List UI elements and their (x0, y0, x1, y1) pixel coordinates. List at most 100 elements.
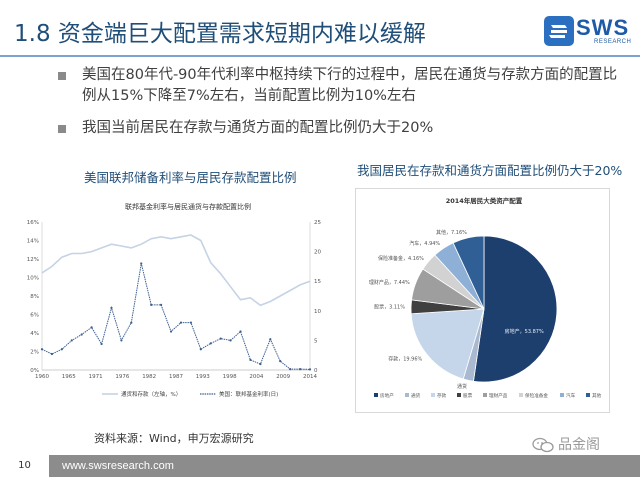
fed-rate-point (179, 321, 183, 324)
title-divider (0, 55, 640, 57)
footer-bar: 10 www.swsresearch.com (0, 455, 640, 477)
y-left-tick-label: 2% (30, 350, 39, 356)
fed-rate-point (209, 342, 212, 345)
legend-label: 通货 (411, 392, 421, 399)
pie-chart: 2014年居民大类资产配置房地产，53.87% 通货 存款，19.96% 股票，3.1… (355, 188, 610, 413)
y-left-tick-label: 12% (27, 257, 39, 263)
bullet-text: 美国在80年代-90年代利率中枢持续下行的过程中，居民在通货与存款方面的配置比例… (82, 67, 618, 104)
pie-slice-label: 存款，19.96% (388, 355, 422, 362)
legend-label-fed: 美国：联邦基金利率(日) (219, 390, 278, 398)
bullet-marker-icon (58, 72, 66, 80)
legend-swatch (586, 393, 590, 397)
series-deposit-line (41, 234, 311, 307)
wechat-icon (532, 437, 554, 453)
fed-rate-point (60, 348, 63, 351)
left-chart-subhead: 美国联邦储备利率与居民存款配置比例 (84, 170, 297, 185)
pie-slice (410, 308, 485, 380)
fed-rate-point (308, 368, 312, 371)
fed-rate-point (249, 358, 252, 362)
line-chart-svg: 联邦基金利率与居民通货与存款配置比例 0% 2% 4% 6% 8% 10% 12% 14% 16%… (27, 202, 322, 398)
fed-rate-point (239, 330, 242, 333)
y-left-tick-label: 0% (30, 368, 39, 374)
bullet-item: 我国当前居民在存款与通货方面的配置比例仍大于20% (52, 118, 622, 139)
y-left-tick-label: 6% (30, 313, 39, 319)
bullet-marker-icon (58, 125, 66, 133)
x-tick-label: 1971 (89, 374, 103, 380)
legend-label: 房地产 (380, 392, 394, 399)
legend-swatch (431, 393, 435, 397)
x-tick-label: 1998 (223, 374, 237, 380)
fed-rate-point (120, 339, 123, 342)
x-tick-label: 1976 (115, 374, 129, 380)
bullet-text: 我国当前居民在存款与通货方面的配置比例仍大于20% (82, 120, 434, 136)
y-right-tick-label: 20 (314, 250, 321, 256)
pie-slice-label: 理财产品，7.44% (369, 279, 410, 286)
legend-label: 股票 (463, 393, 473, 399)
fed-rate-point (40, 348, 44, 351)
pie-slice-label: 其他，7.16% (436, 229, 467, 236)
bullet-list: 美国在80年代-90年代利率中枢持续下行的过程中，居民在通货与存款方面的配置比例… (52, 65, 622, 150)
pie-slice-label: 保险准备金，4.16% (378, 255, 424, 262)
bullet-item: 美国在80年代-90年代利率中枢持续下行的过程中，居民在通货与存款方面的配置比例… (52, 65, 622, 107)
x-tick-label: 1993 (196, 374, 210, 380)
legend-swatch (457, 393, 461, 397)
sws-logo-icon (544, 16, 574, 46)
fed-rate-point (169, 330, 173, 333)
pie-slice-label: 股票，3.11% (374, 305, 405, 311)
source-note: 资料来源：Wind，申万宏源研究 (94, 432, 254, 445)
pie-slice-label: 房地产，53.87% (505, 328, 544, 335)
y-left-tick-label: 14% (27, 239, 39, 245)
pie-slice (452, 235, 485, 310)
fed-rate-point (219, 337, 222, 340)
fed-rate-point (259, 362, 262, 366)
y-left-tick-label: 10% (27, 276, 39, 282)
fed-rate-point (130, 321, 133, 324)
pie-slice (473, 235, 558, 383)
x-tick-label: 1982 (142, 374, 156, 380)
footer-url[interactable]: www.swsresearch.com (62, 460, 174, 472)
legend-label-deposit: 通货和存款（左轴，%） (121, 390, 181, 398)
legend-swatch (519, 393, 523, 397)
sws-logo: SWS RESEARCH (544, 14, 632, 48)
page-number: 10 (0, 455, 52, 477)
legend-label: 存款 (437, 392, 447, 399)
y-left-tick-label: 4% (30, 331, 39, 337)
x-tick-label: 1965 (62, 374, 76, 380)
y-right-tick-label: 25 (314, 220, 321, 226)
logo-subtext: RESEARCH (594, 39, 632, 45)
fed-rate-point (100, 342, 103, 346)
legend-swatch (483, 393, 487, 397)
legend-swatch (374, 393, 378, 397)
pie-slice-label: 汽车，4.94% (409, 240, 440, 247)
fed-rate-point (70, 339, 73, 342)
fed-rate-point (110, 306, 113, 309)
page-title: 1.8 资金端巨大配置需求短期内难以缓解 (14, 21, 426, 47)
x-tick-label: 2009 (276, 374, 290, 380)
legend-label: 理财产品 (489, 392, 508, 399)
fed-rate-point (160, 303, 163, 306)
fed-rate-point (80, 333, 83, 336)
fed-rate-point (298, 368, 302, 371)
fed-rate-point (189, 321, 192, 324)
watermark: 品金阁 (532, 434, 600, 454)
fed-rate-point (289, 368, 292, 371)
y-right-tick-label: 0 (314, 368, 318, 374)
fed-rate-point (269, 338, 272, 341)
y-left-tick-label: 16% (27, 220, 39, 226)
x-tick-label: 2014 (303, 374, 317, 380)
logo-text: SWS (576, 15, 630, 40)
pie-chart-title: 2014年居民大类资产配置 (446, 196, 523, 205)
y-right-tick-label: 15 (314, 279, 321, 285)
legend-label: 汽车 (566, 392, 576, 399)
line-chart: 联邦基金利率与居民通货与存款配置比例 0% 2% 4% 6% 8% 10% 12% 14% 16%… (20, 195, 335, 410)
fed-rate-point (199, 348, 202, 351)
fed-rate-point (229, 339, 232, 342)
fed-rate-point (90, 326, 93, 329)
y-left-tick-label: 8% (30, 294, 39, 300)
fed-rate-point (279, 360, 282, 363)
legend-label: 保险准备金 (525, 392, 548, 399)
legend-swatch (405, 393, 409, 397)
watermark-text: 品金阁 (558, 437, 600, 453)
x-tick-label: 2004 (249, 374, 263, 380)
